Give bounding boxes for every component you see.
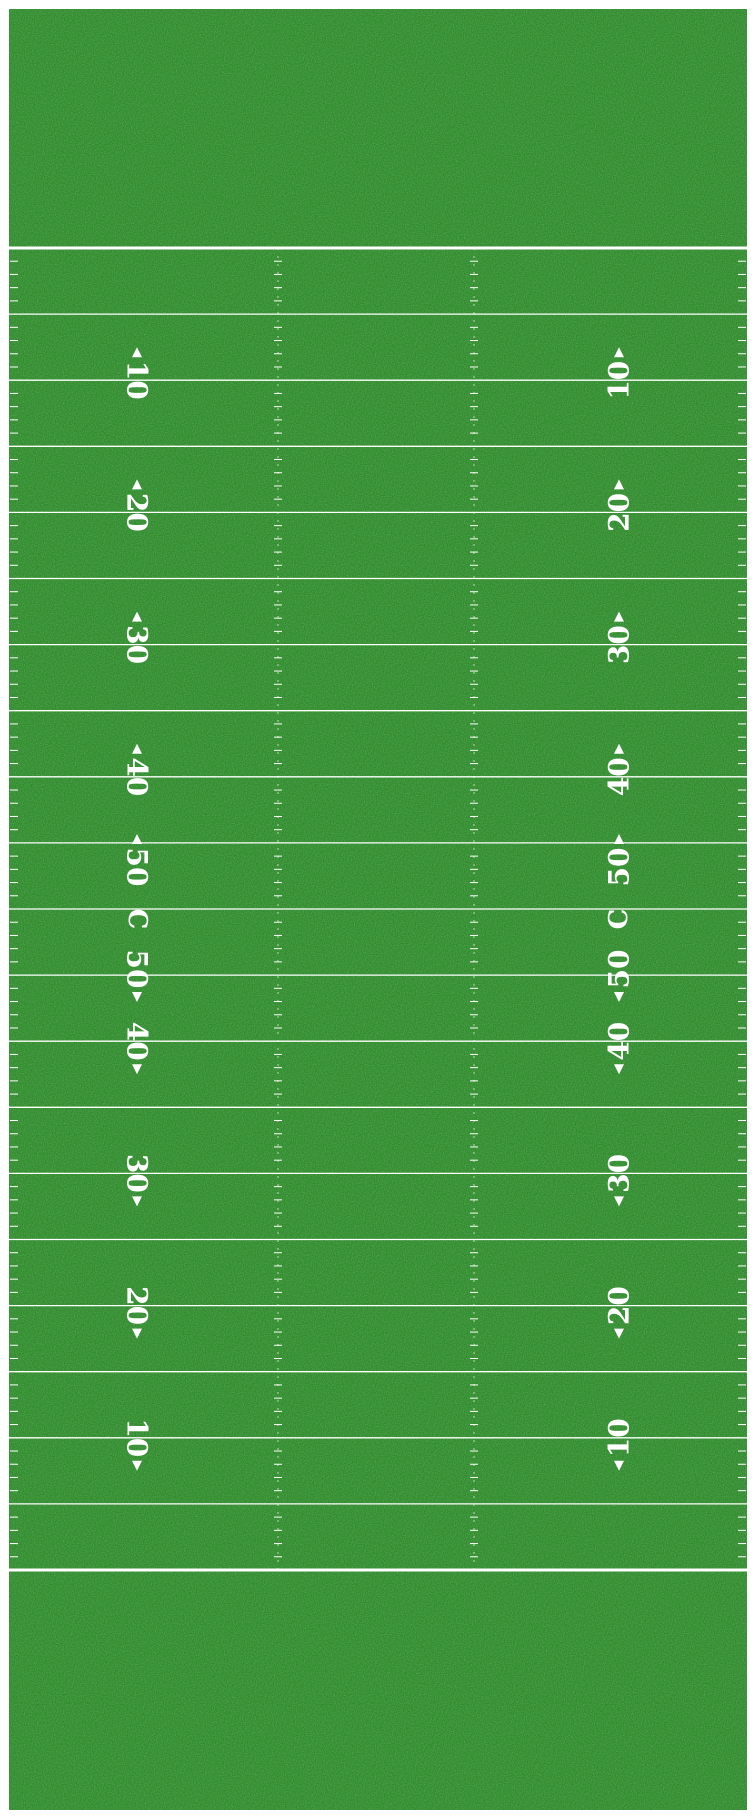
direction-arrow	[614, 347, 624, 358]
yard-number-right: 40	[603, 757, 636, 796]
direction-arrow	[614, 1064, 624, 1075]
yard-number-left: 30	[121, 1154, 154, 1193]
yard-number-right: 40	[603, 1022, 636, 1061]
yard-number-right: C	[604, 909, 634, 930]
direction-arrow	[614, 479, 624, 490]
yard-number-right: 50	[603, 950, 636, 989]
hash-marks	[10, 248, 746, 1570]
yard-number-right: 30	[603, 625, 636, 664]
yard-number-left: 40	[121, 1022, 154, 1061]
direction-arrow	[614, 1328, 624, 1339]
direction-arrow	[132, 479, 142, 490]
direction-arrow	[132, 1196, 142, 1207]
yard-number-left: 30	[121, 625, 154, 664]
direction-arrow	[132, 743, 142, 754]
direction-arrow	[132, 1328, 142, 1339]
yard-number-left: 40	[121, 757, 154, 796]
direction-arrow	[614, 1196, 624, 1207]
yard-number-left: 20	[121, 493, 154, 532]
direction-arrow	[132, 347, 142, 358]
yard-number-right: 20	[603, 1286, 636, 1325]
yard-number-left: 50	[121, 848, 154, 887]
yard-number-right: 10	[603, 361, 636, 400]
direction-arrow	[614, 611, 624, 622]
direction-arrow	[614, 743, 624, 754]
yard-number-left: 10	[121, 1418, 154, 1457]
yard-number-right: 50	[603, 848, 636, 887]
direction-arrow	[132, 1064, 142, 1075]
yard-numbers: 10 20 30 40 50 C 50 40 30 20 10 10 20 30 40 50 C 50 40 30 20…	[121, 347, 636, 1471]
direction-arrow	[132, 1460, 142, 1471]
yard-number-left: C	[122, 909, 152, 930]
yard-lines	[8, 313, 748, 1505]
yard-number-left: 50	[121, 950, 154, 989]
yard-number-left: 10	[121, 361, 154, 400]
yard-number-right: 30	[603, 1154, 636, 1193]
yard-number-right: 10	[603, 1418, 636, 1457]
direction-arrow	[614, 1460, 624, 1471]
direction-arrow	[614, 834, 624, 844]
yard-number-left: 20	[121, 1286, 154, 1325]
direction-arrow	[132, 834, 142, 844]
direction-arrow	[614, 992, 624, 1002]
yard-number-right: 20	[603, 493, 636, 532]
direction-arrow	[132, 992, 142, 1002]
direction-arrow	[132, 611, 142, 622]
